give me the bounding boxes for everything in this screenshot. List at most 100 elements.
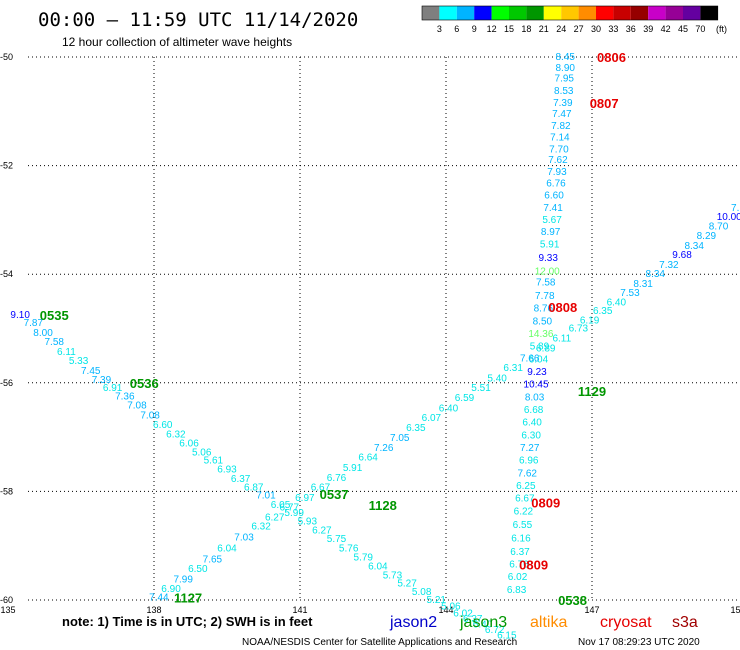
y-tick-label: -50	[0, 52, 13, 62]
colorbar-unit: (ft)	[716, 24, 727, 34]
wave-height-label: 7.93	[547, 167, 567, 178]
colorbar-swatch	[700, 6, 718, 20]
wave-height-label: 10.45	[524, 379, 549, 390]
colorbar-swatch	[683, 6, 701, 20]
wave-height-label: 5.51	[471, 383, 491, 394]
legend-cryosat: cryosat	[600, 614, 652, 631]
plot-area: 135 138 141 144 147 150 -50 -52 -54 -56 -58 -60 8.45…	[0, 50, 740, 641]
wave-height-label: 6.02	[453, 609, 473, 620]
time-label: 1128	[369, 498, 397, 513]
wave-height-label: 6.40	[607, 297, 627, 308]
legend-s3a: s3a	[672, 614, 698, 631]
time-label: 0535	[40, 308, 69, 323]
wave-height-label: 6.22	[514, 506, 534, 517]
chart-subtitle: 12 hour collection of altimeter wave hei…	[62, 35, 292, 49]
wave-height-label: 6.96	[519, 455, 539, 466]
wave-height-label: 7.32	[659, 260, 679, 271]
colorbar-label: 42	[661, 24, 671, 34]
wave-height-label: 5.08	[412, 587, 432, 598]
wave-height-label: 7.39	[92, 375, 112, 386]
time-label: 1127	[174, 590, 202, 605]
colorbar-label: 12	[487, 24, 497, 34]
wave-height-label: 5.33	[69, 356, 89, 367]
colorbar-label: 39	[643, 24, 653, 34]
time-label: 0536	[130, 376, 159, 391]
wave-height-label: 8.00	[33, 328, 53, 339]
wave-height-label: 7.66	[520, 353, 540, 364]
wave-height-label: 8.50	[533, 316, 553, 327]
wave-height-label: 6.89	[536, 344, 556, 355]
colorbar-swatch	[648, 6, 666, 20]
time-label: 0537	[320, 487, 349, 502]
wave-height-label: 6.35	[406, 423, 426, 434]
wave-height-label: 8.29	[697, 231, 717, 242]
wave-height-label: 6.91	[103, 383, 123, 394]
wave-height-label: 8.34	[684, 241, 704, 252]
y-tick-label: -52	[0, 161, 13, 171]
colorbar-swatch	[526, 6, 544, 20]
wave-height-label: 6.15	[497, 630, 517, 641]
wave-height-label: 7.47	[552, 109, 572, 120]
wave-height-label: 6.67	[515, 493, 535, 504]
wave-height-label: 7.44	[149, 592, 169, 603]
time-label: 0808	[548, 300, 577, 315]
wave-height-label: 7.95	[555, 74, 575, 85]
time-label: 0809	[519, 558, 548, 573]
wave-height-label: 6.07	[422, 413, 442, 424]
time-label: 1129	[578, 384, 606, 399]
wave-height-label: 7.26	[374, 443, 394, 454]
colorbar-swatch	[509, 6, 527, 20]
y-tick-label: -54	[0, 269, 13, 279]
wave-height-label: 7.58	[536, 277, 556, 288]
wave-height-label: 7.01	[256, 491, 276, 502]
wave-height-label: 5.79	[354, 553, 374, 564]
timestamp-text: Nov 17 08:29:23 UTC 2020	[578, 637, 700, 648]
wave-height-label: 6.87	[244, 483, 264, 494]
wave-height-label: 6.30	[521, 430, 541, 441]
wave-height-label: 6.50	[188, 564, 208, 575]
colorbar-swatch	[491, 6, 509, 20]
wave-height-label: 6.67	[311, 483, 331, 494]
x-tick-label: 144	[438, 605, 453, 615]
time-label: 0806	[597, 50, 626, 65]
wave-height-label: 6.05	[271, 500, 291, 511]
wave-height-label: 6.83	[507, 585, 527, 596]
colorbar-label: 3	[437, 24, 442, 34]
wave-height-label: 5.89	[530, 341, 550, 352]
time-label: 0807	[590, 96, 619, 111]
colorbar-swatch	[630, 6, 649, 20]
legend-altika: altika	[530, 614, 567, 631]
wave-height-label: 7.78	[535, 291, 555, 302]
colorbar-swatch	[665, 6, 683, 20]
x-tick-label: 147	[584, 605, 599, 615]
colorbar-label: 27	[574, 24, 584, 34]
wave-height-label: 6.19	[580, 315, 600, 326]
wave-height-label: 6.60	[544, 190, 564, 201]
x-tick-label: 150	[730, 605, 740, 615]
wave-height-label: 12.00	[535, 266, 560, 277]
colorbar-label: 24	[556, 24, 566, 34]
wave-height-label: 7.36	[115, 391, 135, 402]
wave-height-label: 6.64	[358, 453, 378, 464]
wave-height-label: 7.65	[203, 554, 223, 565]
wave-height-label: 8.45	[555, 52, 575, 63]
wave-height-label: 8.70	[709, 221, 729, 232]
wave-height-label: 8.53	[554, 86, 574, 97]
colorbar-label: 18	[521, 24, 531, 34]
wave-height-label: 6.93	[217, 465, 237, 476]
wave-height-label: 9.68	[672, 250, 692, 261]
wave-height-label: 6.35	[593, 306, 613, 317]
wave-height-label: 6.97	[295, 493, 315, 504]
wave-height-label: 7.87	[24, 318, 44, 329]
time-label: 0538	[558, 593, 587, 608]
wave-height-label: 6.40	[473, 619, 493, 630]
wave-height-label: 6.59	[455, 393, 475, 404]
colorbar-swatch	[561, 6, 579, 20]
wave-height-label: 6.55	[513, 520, 533, 531]
wave-height-label: 5.91	[343, 463, 363, 474]
wave-height-label: 6.40	[522, 417, 542, 428]
wave-height-label: 7.05	[390, 433, 410, 444]
wave-height-label: 6.76	[546, 179, 566, 190]
wave-height-label: 7.08	[140, 410, 160, 421]
wave-height-label: 8.90	[555, 63, 575, 74]
